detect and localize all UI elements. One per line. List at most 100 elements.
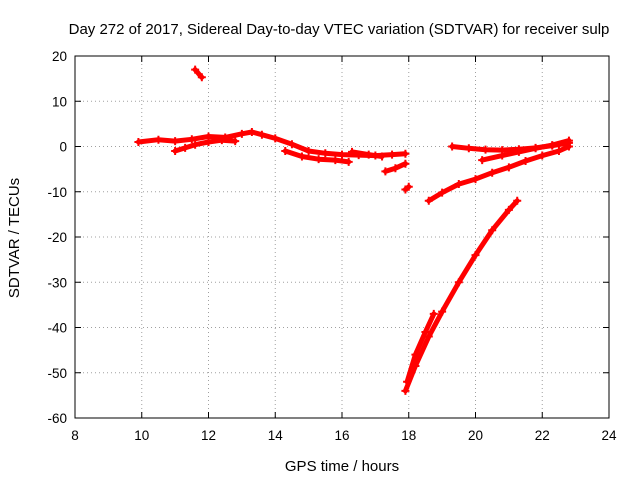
data-point: [321, 149, 330, 158]
data-point: [378, 152, 387, 161]
data-point: [454, 180, 463, 189]
data-point: [247, 128, 256, 137]
data-point: [478, 156, 487, 165]
data-point: [171, 137, 180, 146]
series-arc-12: [403, 309, 438, 386]
data-point: [388, 150, 397, 159]
data-point: [438, 188, 447, 197]
data-point: [514, 147, 523, 156]
data-point: [381, 167, 390, 176]
data-point: [344, 157, 353, 166]
data-point: [314, 155, 323, 164]
y-tick-label: -10: [47, 185, 67, 200]
data-point: [429, 309, 438, 318]
x-tick-label: 18: [401, 428, 416, 443]
y-tick-label: -30: [47, 275, 67, 290]
y-tick-label: 0: [59, 140, 67, 155]
x-tick-label: 14: [268, 428, 284, 443]
data-point: [191, 140, 200, 149]
data-point: [404, 182, 413, 191]
data-point: [297, 152, 306, 161]
data-series: [134, 65, 573, 395]
data-point: [471, 175, 480, 184]
data-point: [488, 168, 497, 177]
data-point: [488, 226, 497, 235]
data-point: [481, 145, 490, 154]
data-point: [338, 150, 346, 159]
data-point: [448, 142, 457, 151]
data-point: [531, 144, 540, 153]
series-arc-3: [281, 147, 353, 166]
data-point: [554, 147, 563, 156]
plot-frame: [74, 55, 610, 419]
data-point: [348, 147, 357, 156]
series-arc-10: [478, 136, 573, 165]
data-point: [191, 65, 200, 74]
y-tick-label: -60: [47, 411, 67, 426]
data-point: [498, 151, 507, 160]
y-tick-label: -20: [47, 230, 67, 245]
data-point: [204, 137, 213, 146]
series-arc-8: [424, 142, 573, 205]
data-point: [154, 135, 163, 144]
series-arc-6: [381, 159, 410, 176]
x-tick-label: 10: [134, 428, 149, 443]
data-point: [217, 136, 226, 145]
series-arc-7: [401, 182, 413, 194]
data-point: [231, 137, 240, 146]
data-point: [513, 196, 522, 205]
series-band: [404, 311, 437, 385]
y-tick-label: 20: [52, 49, 67, 64]
y-tick-label: -40: [47, 321, 67, 336]
x-tick-label: 22: [535, 428, 550, 443]
data-point: [281, 147, 290, 156]
x-tick-label: 24: [601, 428, 617, 443]
data-point: [287, 140, 296, 149]
data-point: [454, 278, 463, 287]
series-band: [192, 67, 205, 80]
data-point: [504, 205, 513, 214]
x-tick-label: 8: [71, 428, 79, 443]
x-tick-label: 20: [468, 428, 483, 443]
data-point: [464, 144, 473, 153]
data-point: [257, 130, 266, 139]
data-point: [438, 307, 447, 316]
data-point: [331, 156, 340, 165]
data-point: [521, 156, 530, 165]
x-tick-label: 12: [201, 428, 216, 443]
y-tick-label: 10: [52, 94, 67, 109]
data-point: [304, 147, 313, 156]
y-axis-title: SDTVAR / TECUs: [6, 178, 23, 298]
data-point: [134, 137, 143, 146]
data-point: [187, 135, 196, 144]
data-point: [401, 159, 410, 168]
data-point: [421, 328, 430, 337]
data-point: [538, 151, 547, 160]
data-point: [403, 377, 412, 386]
data-point: [197, 73, 206, 82]
grid-lines: [75, 56, 609, 418]
data-point: [391, 164, 400, 173]
data-point: [471, 251, 480, 260]
x-tick-label: 16: [334, 428, 349, 443]
y-tick-label: -50: [47, 366, 67, 381]
data-point: [171, 147, 180, 156]
chart-title: Day 272 of 2017, Sidereal Day-to-day VTE…: [69, 21, 610, 38]
data-point: [504, 163, 513, 172]
data-point: [564, 136, 573, 145]
series-arc-2: [171, 136, 240, 156]
series-band: [426, 144, 572, 204]
data-point: [271, 134, 280, 143]
data-point: [424, 196, 433, 205]
data-point: [411, 350, 420, 359]
data-point: [401, 149, 410, 158]
data-point: [181, 143, 190, 152]
x-axis-title: GPS time / hours: [285, 458, 399, 475]
series-arc-4: [348, 147, 387, 161]
data-point: [401, 386, 410, 395]
data-point: [548, 141, 557, 150]
axes: 8 10 12 14 16 18 20 22 24 -60 -50 -40 -30 -20 -10 0 10 20: [47, 49, 617, 443]
data-point: [364, 150, 373, 159]
